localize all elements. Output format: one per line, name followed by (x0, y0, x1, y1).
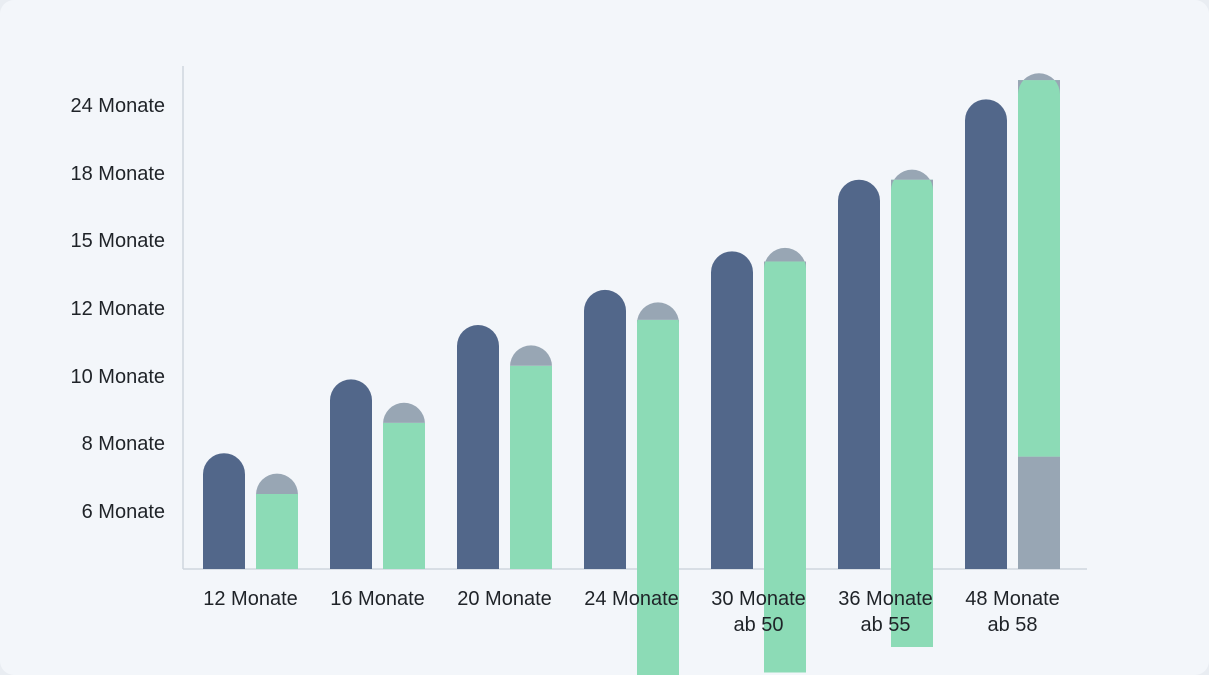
bar-segment-cap (1018, 73, 1060, 95)
y-tick-label: 12 Monate (70, 298, 165, 320)
bars (203, 73, 1060, 675)
bar-total (330, 379, 372, 569)
bar-segment-cap (510, 345, 552, 367)
x-tick-label: ab 50 (733, 614, 783, 636)
bar-segment-main (1018, 80, 1060, 457)
x-tick-label: 12 Monate (203, 588, 298, 610)
x-tick-label: 30 Monate (711, 588, 806, 610)
bar-total (838, 179, 880, 569)
y-tick-label: 24 Monate (70, 95, 165, 117)
bar-segment-cap (891, 169, 933, 191)
bar-segment-main (383, 422, 425, 569)
bar-total (457, 325, 499, 569)
bar-segment-cap (764, 247, 806, 269)
bar-total (711, 251, 753, 569)
x-tick-label: 16 Monate (330, 588, 425, 610)
bar-segment-base (1018, 456, 1060, 569)
bar-segment-main (637, 319, 679, 675)
y-tick-label: 10 Monate (70, 366, 165, 388)
x-tick-label: ab 55 (860, 614, 910, 636)
bar-segment-main (891, 179, 933, 647)
x-axis-labels: 12 Monate 16 Monate 20 Monate 24 Monate 30 M… (203, 588, 1060, 636)
x-tick-label: 24 Monate (584, 588, 679, 610)
bar-segment-cap (637, 302, 679, 324)
bar-total (203, 453, 245, 569)
bar-segment-cap (383, 402, 425, 424)
bar-segment-main (764, 261, 806, 673)
bar-segment-cap (256, 473, 298, 495)
x-tick-label: 20 Monate (457, 588, 552, 610)
y-tick-label: 6 Monate (82, 501, 165, 523)
y-tick-label: 8 Monate (82, 433, 165, 455)
x-tick-label: 36 Monate (838, 588, 933, 610)
x-tick-label: ab 58 (987, 614, 1037, 636)
y-tick-label: 18 Monate (70, 163, 165, 185)
bar-segment-main (256, 494, 298, 569)
x-tick-label: 48 Monate (965, 588, 1060, 610)
bar-total (965, 99, 1007, 569)
bar-segment-main (510, 365, 552, 569)
bar-total (584, 289, 626, 569)
y-axis-labels: 6 Monate 8 Monate 10 Monate 12 Monate 15 Mon… (70, 95, 165, 523)
y-tick-label: 15 Monate (70, 230, 165, 252)
